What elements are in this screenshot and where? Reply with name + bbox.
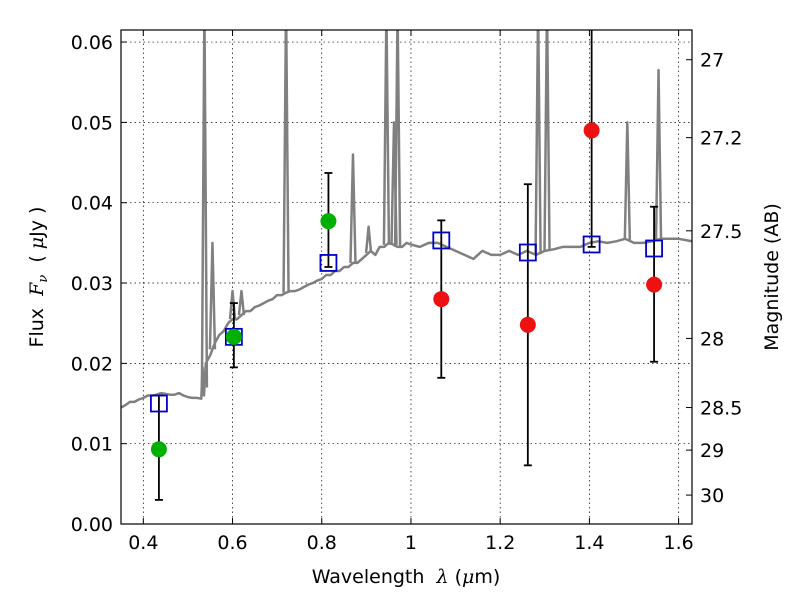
- model-boxes: [150, 231, 663, 413]
- y2-tick-label-1: 27.2: [700, 128, 742, 150]
- y2-tick-label-6: 30: [700, 485, 724, 507]
- y-tick-labels: 0.00 0.01 0.02 0.03 0.04 0.05 0.06: [71, 32, 113, 536]
- y2-tick-label-4: 28.5: [700, 398, 742, 420]
- emission-line-6: [364, 225, 373, 254]
- y-axis-symbol: F: [26, 282, 48, 297]
- emission-line-1: [208, 241, 217, 350]
- y2-tick-label-2: 27.5: [700, 221, 742, 243]
- x-tick-label-6: 1.6: [664, 532, 694, 554]
- model-box-2: [319, 254, 338, 272]
- emission-line-0: [200, 30, 209, 388]
- y-axis-unit-mu: μ: [26, 237, 48, 249]
- y-tick-label-3: 0.03: [71, 273, 113, 295]
- model-box-6: [645, 239, 663, 258]
- y2-tick-label-5: 29: [700, 440, 724, 462]
- x-tick-label-4: 1.2: [485, 532, 515, 554]
- y-axis-prefix: Flux: [26, 296, 48, 348]
- red-point-1: [519, 316, 536, 333]
- x-tick-label-1: 0.6: [217, 532, 247, 554]
- y2-tick-label-0: 27: [700, 50, 724, 72]
- model-box-3: [432, 231, 451, 250]
- green-point-2: [320, 213, 337, 230]
- x-tick-label-0: 0.4: [128, 532, 158, 554]
- axis-ticks: [121, 30, 692, 525]
- red-point-3: [646, 276, 663, 293]
- green-point-1: [225, 328, 242, 345]
- y-tick-label-0: 0.00: [71, 514, 113, 536]
- y-axis-unit-rest: Jy ): [26, 207, 48, 238]
- emission-line-11: [543, 30, 551, 251]
- plot-background: [121, 30, 692, 524]
- y-tick-label-2: 0.02: [71, 353, 113, 375]
- plot-frame: [120, 29, 693, 525]
- x-axis-unit-rest: m): [474, 566, 500, 588]
- y-axis-unit-open: (: [26, 249, 48, 275]
- x-axis-lambda: λ: [436, 566, 449, 588]
- x-tick-label-5: 1.4: [574, 532, 604, 554]
- x-axis-unit-open: (: [449, 566, 462, 588]
- emission-line-9: [393, 30, 402, 247]
- x-axis-unit-mu: μ: [462, 566, 474, 588]
- model-box-0: [150, 394, 168, 413]
- data-points: [150, 122, 663, 458]
- emission-line-10: [534, 30, 542, 254]
- red-point-2: [583, 122, 600, 139]
- y-axis-subscript: ν: [36, 275, 51, 283]
- y-tick-label-5: 0.05: [71, 112, 113, 134]
- green-point-0: [150, 441, 167, 458]
- emission-line-5: [349, 153, 357, 263]
- emission-line-4: [282, 30, 290, 293]
- x-tick-label-2: 0.8: [307, 532, 337, 554]
- y2-tick-label-3: 28: [700, 328, 724, 350]
- emission-line-7: [382, 30, 391, 245]
- y-tick-label-6: 0.06: [71, 32, 113, 54]
- plot-area: [121, 30, 692, 501]
- x-axis-prefix: Wavelength: [312, 566, 437, 588]
- y-tick-label-1: 0.01: [71, 434, 113, 456]
- y2-tick-labels: 27 27.2 27.5 28 28.5 29 30: [700, 50, 742, 507]
- x-axis-title: Wavelength λ (μm): [312, 566, 501, 588]
- emission-line-12: [623, 121, 632, 240]
- emission-line-13: [654, 68, 663, 240]
- model-box-4: [518, 243, 537, 262]
- emission-line-3: [237, 289, 246, 316]
- y-axis-title: Flux Fν ( μJy ): [26, 207, 51, 348]
- x-tick-label-3: 1: [405, 532, 417, 554]
- model-box-5: [582, 235, 601, 254]
- red-point-0: [433, 291, 450, 308]
- y2-axis-title: Magnitude (AB): [761, 203, 783, 351]
- y-tick-label-4: 0.04: [71, 193, 113, 215]
- x-tick-labels: 0.4 0.6 0.8 1 1.2 1.4 1.6: [128, 532, 694, 554]
